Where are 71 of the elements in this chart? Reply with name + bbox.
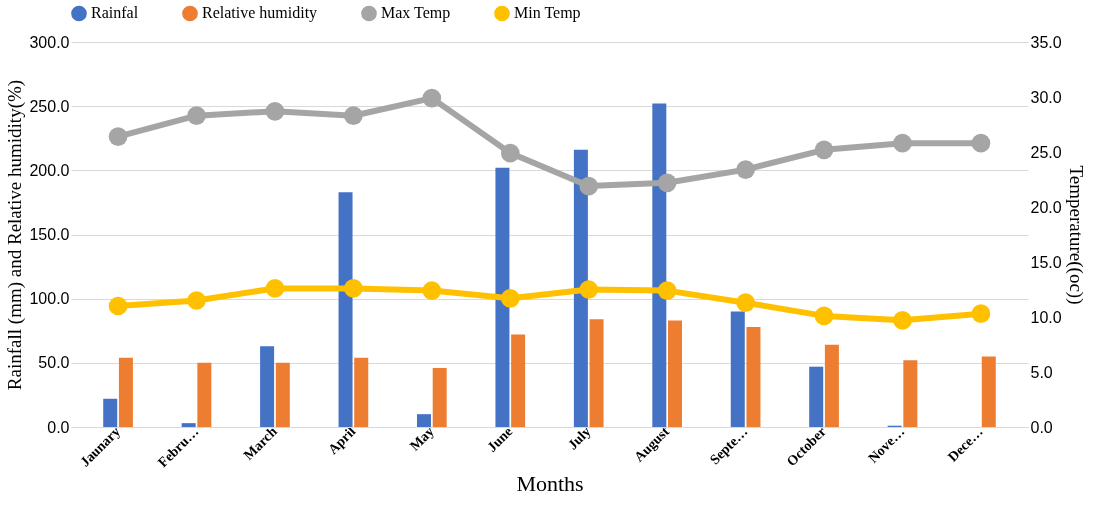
point — [108, 127, 128, 146]
y2-tick-label: 20.0 — [1030, 198, 1062, 216]
y2-tick-label: 25.0 — [1030, 143, 1062, 161]
y2-tick-label: 0.0 — [1030, 418, 1053, 436]
bar — [589, 319, 604, 427]
point — [736, 293, 755, 313]
bar — [260, 346, 275, 427]
x-tick-label: July — [564, 423, 594, 453]
bar — [981, 356, 996, 427]
point — [500, 143, 520, 163]
y2-tick-label: 10.0 — [1030, 308, 1062, 326]
point — [500, 288, 520, 308]
y-tick-label: 150.0 — [29, 226, 70, 243]
y-tick-label: 0.0 — [47, 418, 70, 436]
point — [814, 306, 834, 326]
legend-label: Relative humidity — [202, 4, 318, 23]
bar — [338, 192, 353, 427]
y2-tick-label: 30.0 — [1030, 88, 1062, 106]
point — [422, 88, 442, 108]
x-tick-label: June — [484, 423, 516, 455]
point — [971, 304, 991, 324]
bar — [903, 360, 918, 427]
bar — [275, 362, 290, 427]
bar — [416, 414, 431, 427]
bar — [668, 320, 683, 427]
point — [344, 106, 363, 126]
bar — [652, 103, 667, 427]
bar — [746, 326, 761, 427]
legend-label: Max Temp — [381, 4, 451, 23]
bar — [103, 398, 118, 427]
legend-label: Rainfal — [91, 4, 139, 22]
bar — [432, 367, 447, 427]
bar — [809, 366, 824, 427]
point — [187, 291, 206, 310]
point — [971, 133, 991, 153]
y2-axis-title: Temperature((oc)) — [1064, 165, 1087, 305]
bar — [511, 334, 526, 427]
y2-tick-label: 35.0 — [1030, 33, 1062, 51]
bar — [495, 167, 510, 427]
point — [893, 133, 912, 153]
point — [265, 101, 285, 121]
y-axis-title: Rainfall (mm) and Relative humidity(%) — [4, 79, 27, 391]
point — [579, 280, 599, 299]
point — [657, 281, 677, 300]
y2-tick-label: 5.0 — [1030, 363, 1053, 381]
point — [893, 310, 912, 330]
point — [579, 176, 599, 196]
y-tick-label: 300.0 — [29, 33, 70, 51]
x-axis-title: Months — [516, 471, 584, 497]
point — [657, 173, 677, 193]
point — [108, 296, 128, 316]
y-tick-label: 50.0 — [38, 354, 70, 372]
bar — [197, 362, 212, 427]
point — [736, 160, 755, 179]
point — [187, 106, 206, 126]
bar — [824, 344, 839, 427]
bar — [118, 357, 133, 427]
y-tick-label: 200.0 — [29, 161, 70, 179]
y2-tick-label: 15.0 — [1030, 253, 1062, 271]
bar — [181, 423, 196, 427]
y-tick-label: 250.0 — [29, 97, 70, 115]
point — [422, 281, 442, 300]
x-tick-label: May — [406, 423, 437, 454]
bar — [730, 311, 745, 427]
point — [265, 279, 285, 298]
y-tick-label: 100.0 — [29, 290, 70, 308]
point — [814, 140, 834, 160]
legend-label: Min Temp — [514, 4, 581, 23]
bar — [354, 357, 369, 427]
point — [344, 279, 363, 298]
bar — [573, 149, 588, 427]
